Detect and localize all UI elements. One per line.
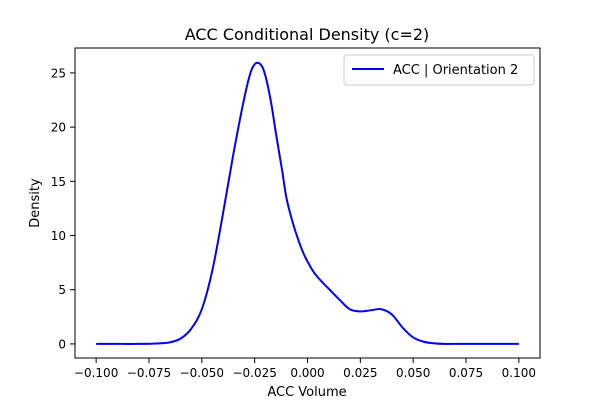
x-tick-label: −0.025 (232, 366, 276, 380)
x-tick-label: −0.100 (74, 366, 118, 380)
y-axis-label: Density (28, 178, 43, 228)
x-tick-label: −0.050 (180, 366, 224, 380)
x-tick-label: −0.075 (127, 366, 171, 380)
x-tick-label: 0.025 (343, 366, 377, 380)
y-tick-label: 0 (58, 337, 66, 351)
legend-label: ACC | Orientation 2 (393, 63, 518, 78)
y-tick-label: 20 (51, 121, 66, 135)
y-tick-label: 15 (51, 175, 66, 189)
legend-box (343, 54, 535, 86)
y-tick-label: 25 (51, 66, 66, 80)
x-tick-label: 0.075 (449, 366, 483, 380)
density-curve (96, 61, 519, 345)
chart-title: ACC Conditional Density (c=2) (185, 25, 430, 44)
x-axis-label: ACC Volume (267, 385, 346, 400)
legend: ACC | Orientation 2 (343, 54, 535, 86)
y-tick-label: 10 (51, 229, 66, 243)
x-tick-label: 0.050 (396, 366, 430, 380)
x-tick-label: 0.000 (290, 366, 324, 380)
x-tick-label: 0.100 (502, 366, 536, 380)
x-axis-ticks: −0.100 −0.075 −0.050 −0.025 0.000 0.025 0.050 0… (74, 358, 536, 380)
y-tick-label: 5 (58, 283, 66, 297)
y-axis-ticks: 0 5 10 15 20 25 (51, 66, 75, 351)
plot-frame (74, 47, 541, 359)
